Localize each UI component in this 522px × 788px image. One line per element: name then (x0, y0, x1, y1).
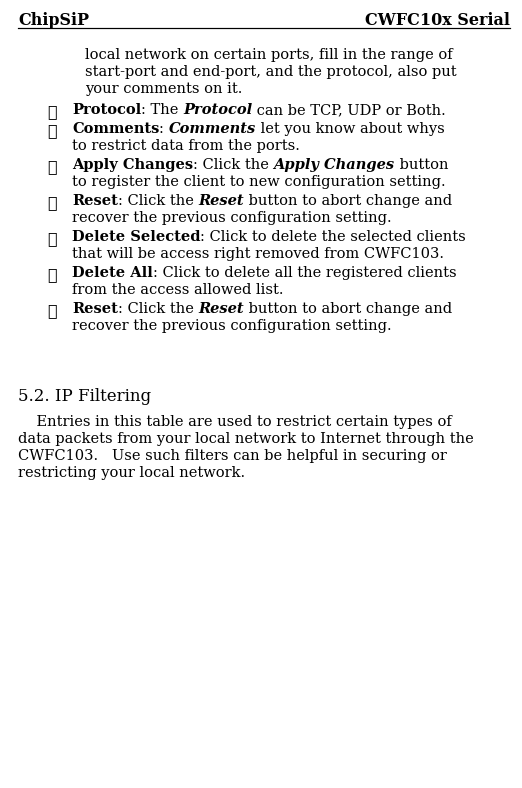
Text: Comments: Comments (169, 122, 256, 136)
Text: Apply Changes: Apply Changes (72, 158, 193, 172)
Text: Delete All: Delete All (72, 266, 153, 280)
Text: let you know about whys: let you know about whys (256, 122, 445, 136)
Text: start-port and end-port, and the protocol, also put: start-port and end-port, and the protoco… (85, 65, 457, 79)
Text: :: : (159, 122, 169, 136)
Text: ➢: ➢ (47, 122, 57, 139)
Text: CWFC10x Serial: CWFC10x Serial (365, 12, 510, 29)
Text: Apply Changes: Apply Changes (274, 158, 395, 172)
Text: to register the client to new configuration setting.: to register the client to new configurat… (72, 175, 446, 189)
Text: ➢: ➢ (47, 230, 57, 247)
Text: Comments: Comments (72, 122, 159, 136)
Text: : Click the: : Click the (118, 302, 198, 316)
Text: : Click the: : Click the (118, 194, 198, 208)
Text: : Click to delete the selected clients: : Click to delete the selected clients (200, 230, 466, 244)
Text: Protocol: Protocol (72, 103, 141, 117)
Text: recover the previous configuration setting.: recover the previous configuration setti… (72, 319, 392, 333)
Text: Reset: Reset (72, 302, 118, 316)
Text: button to abort change and: button to abort change and (244, 302, 452, 316)
Text: ➢: ➢ (47, 194, 57, 211)
Text: that will be access right removed from CWFC103.: that will be access right removed from C… (72, 247, 444, 261)
Text: : The: : The (141, 103, 183, 117)
Text: : Click the: : Click the (193, 158, 274, 172)
Text: Reset: Reset (198, 302, 244, 316)
Text: ➢: ➢ (47, 158, 57, 175)
Text: local network on certain ports, fill in the range of: local network on certain ports, fill in … (85, 48, 453, 62)
Text: 5.2. IP Filtering: 5.2. IP Filtering (18, 388, 151, 405)
Text: button: button (395, 158, 448, 172)
Text: from the access allowed list.: from the access allowed list. (72, 283, 283, 297)
Text: button to abort change and: button to abort change and (244, 194, 452, 208)
Text: can be TCP, UDP or Both.: can be TCP, UDP or Both. (252, 103, 446, 117)
Text: CWFC103.   Use such filters can be helpful in securing or: CWFC103. Use such filters can be helpful… (18, 449, 447, 463)
Text: ➢: ➢ (47, 103, 57, 120)
Text: Entries in this table are used to restrict certain types of: Entries in this table are used to restri… (18, 415, 452, 429)
Text: restricting your local network.: restricting your local network. (18, 466, 245, 480)
Text: to restrict data from the ports.: to restrict data from the ports. (72, 139, 300, 153)
Text: ChipSiP: ChipSiP (18, 12, 89, 29)
Text: data packets from your local network to Internet through the: data packets from your local network to … (18, 432, 474, 446)
Text: Reset: Reset (198, 194, 244, 208)
Text: ➢: ➢ (47, 266, 57, 283)
Text: Reset: Reset (72, 194, 118, 208)
Text: recover the previous configuration setting.: recover the previous configuration setti… (72, 211, 392, 225)
Text: your comments on it.: your comments on it. (85, 82, 242, 96)
Text: : Click to delete all the registered clients: : Click to delete all the registered cli… (153, 266, 457, 280)
Text: Delete Selected: Delete Selected (72, 230, 200, 244)
Text: ➢: ➢ (47, 302, 57, 319)
Text: Protocol: Protocol (183, 103, 252, 117)
